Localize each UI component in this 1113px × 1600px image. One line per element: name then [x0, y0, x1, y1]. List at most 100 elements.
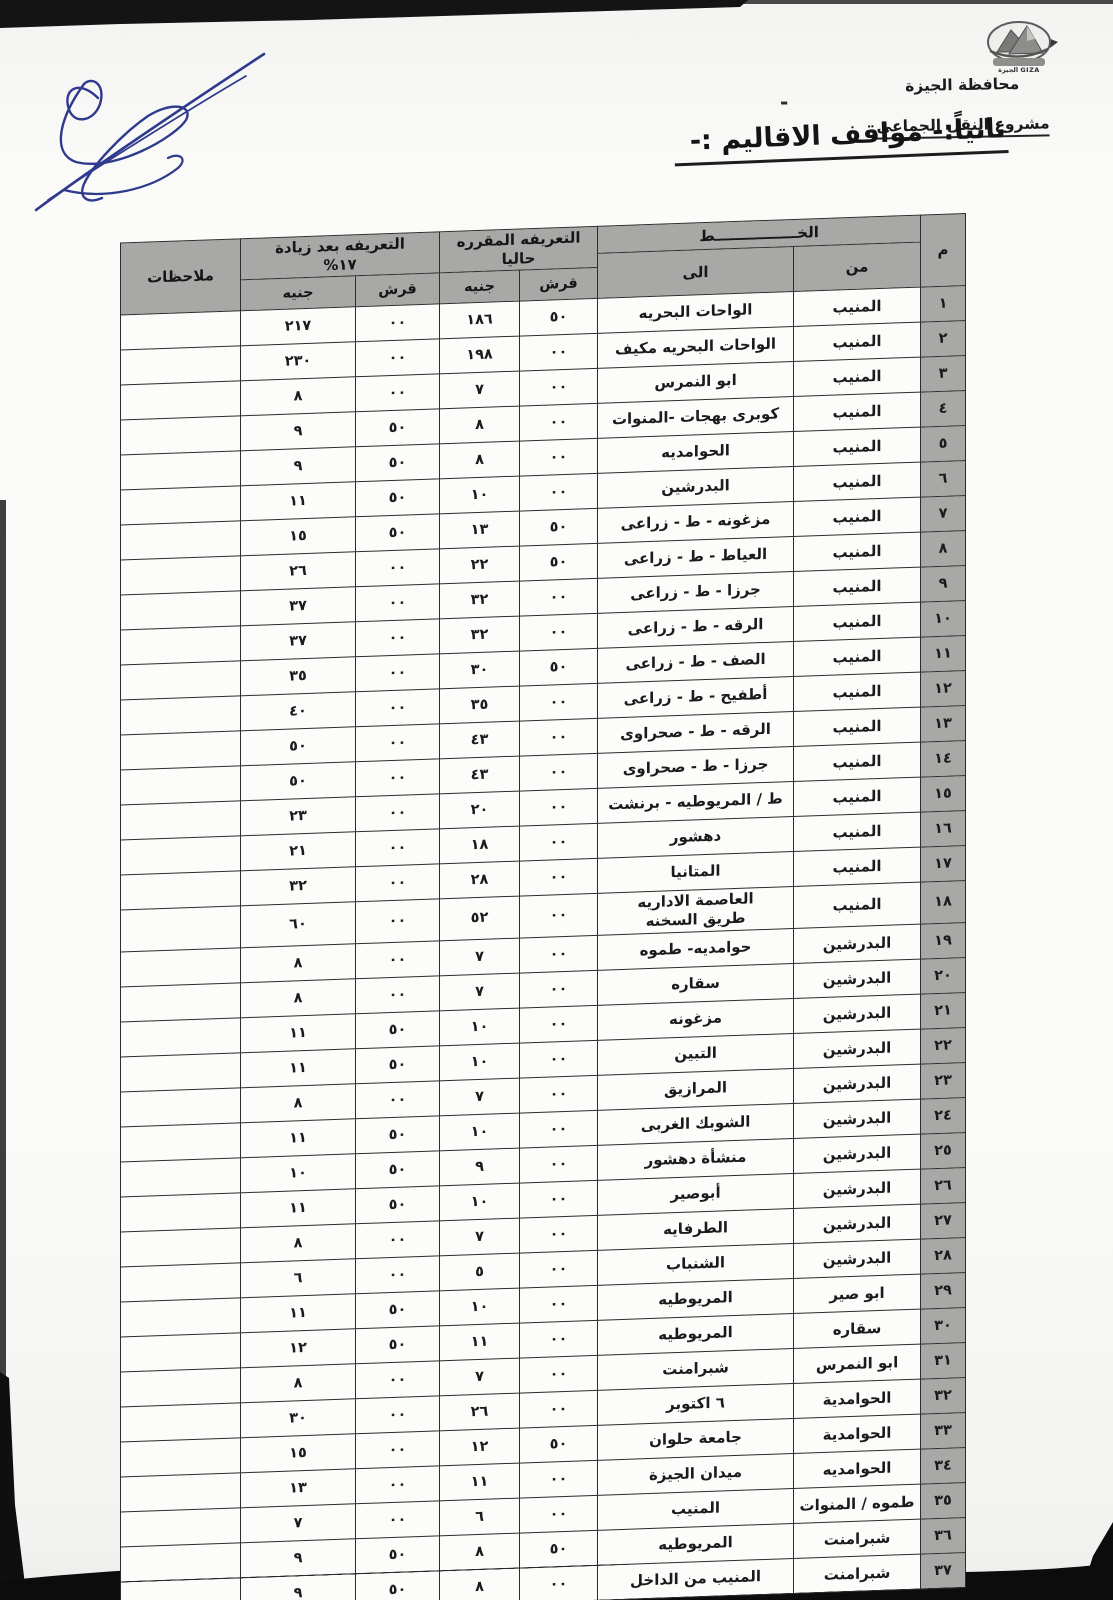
- row-number-cell: ١٥: [920, 774, 966, 812]
- increased-qirsh-cell: ٥٠: [355, 1290, 440, 1329]
- from-cell: المنيب: [793, 706, 921, 746]
- from-cell: المنيب: [793, 601, 921, 641]
- row-number-cell: ٤: [920, 389, 966, 427]
- row-number-cell: ٧: [920, 494, 966, 532]
- from-cell: المنيب: [793, 741, 921, 781]
- current-qirsh-cell: ٥٠: [519, 542, 598, 581]
- current-qirsh-cell: ٠٠: [519, 1389, 598, 1428]
- increased-genih-cell: ٩: [240, 1538, 356, 1578]
- notes-cell: [120, 380, 241, 420]
- current-genih-cell: ٨: [439, 1532, 520, 1571]
- row-number-cell: ٣٧: [920, 1551, 966, 1589]
- increased-qirsh-cell: ٥٠: [355, 1150, 440, 1189]
- current-qirsh-cell: ٠٠: [519, 612, 598, 651]
- notes-cell: [120, 415, 241, 455]
- from-cell: ابو صير: [793, 1273, 921, 1313]
- from-cell: المنيب: [793, 846, 921, 886]
- from-cell: شبرامنت: [793, 1553, 921, 1593]
- from-cell: المنيب: [793, 391, 921, 431]
- notes-cell: [120, 450, 241, 490]
- current-genih-cell: ١٠: [439, 475, 520, 514]
- current-qirsh-cell: ٠٠: [519, 752, 598, 791]
- current-qirsh-cell: ٠٠: [519, 787, 598, 826]
- current-qirsh-cell: ٠٠: [519, 857, 598, 896]
- increased-genih-cell: ١١: [240, 1013, 356, 1053]
- current-genih-cell: ٨: [439, 405, 520, 444]
- increased-qirsh-cell: ٠٠: [355, 863, 440, 902]
- current-genih-cell: ٧: [439, 937, 520, 976]
- row-number-cell: ١٧: [920, 844, 966, 882]
- current-genih-cell: ٢٨: [439, 860, 520, 899]
- from-cell: المنيب: [793, 776, 921, 816]
- from-cell: المنيب: [793, 461, 921, 501]
- row-number-cell: ٣٠: [920, 1306, 966, 1344]
- notes-cell: [120, 870, 241, 910]
- increased-qirsh-cell: ٥٠: [355, 1010, 440, 1049]
- current-genih-cell: ١٨: [439, 825, 520, 864]
- increased-qirsh-cell: ٠٠: [355, 1430, 440, 1469]
- current-qirsh-cell: ٠٠: [519, 969, 598, 1008]
- increased-genih-cell: ٦٠: [240, 901, 356, 948]
- current-genih-cell: ١٣: [439, 510, 520, 549]
- logo-block: الجيزة GIZA: [983, 20, 1055, 74]
- current-genih-cell: ٣٢: [439, 615, 520, 654]
- increased-genih-cell: ٢١٧: [240, 306, 356, 346]
- row-number-cell: ٢٧: [920, 1201, 966, 1239]
- notes-cell: [120, 947, 241, 987]
- increased-genih-cell: ٨: [240, 943, 356, 983]
- row-number-cell: ١٤: [920, 739, 966, 777]
- current-qirsh-cell: ٠٠: [519, 1354, 598, 1393]
- from-cell: البدرشين: [793, 923, 921, 963]
- current-qirsh-cell: ٠٠: [519, 472, 598, 511]
- current-qirsh-cell: ٠٠: [519, 1109, 598, 1148]
- from-cell: المنيب: [793, 636, 921, 676]
- increased-qirsh-cell: ٠٠: [355, 1360, 440, 1399]
- notes-cell: [120, 485, 241, 525]
- notes-cell: [120, 1437, 241, 1477]
- from-cell: البدرشين: [793, 1098, 921, 1138]
- increased-genih-cell: ٢٣: [240, 796, 356, 836]
- increased-genih-cell: ١١: [240, 1048, 356, 1088]
- fare-table: م الخــــــــــــــــط التعريفه المقرره …: [120, 213, 966, 1600]
- header-from: من: [793, 242, 921, 291]
- notes-cell: [120, 1017, 241, 1057]
- from-cell: طموه / المنوات: [793, 1483, 921, 1523]
- notes-cell: [120, 730, 241, 770]
- current-qirsh-cell: ٠٠: [519, 822, 598, 861]
- increased-qirsh-cell: ٠٠: [355, 1395, 440, 1434]
- current-qirsh-cell: ٠٠: [519, 1074, 598, 1113]
- from-cell: المنيب: [793, 286, 921, 326]
- increased-qirsh-cell: ٥٠: [355, 478, 440, 517]
- increased-qirsh-cell: ٠٠: [355, 1255, 440, 1294]
- notes-cell: [120, 1122, 241, 1162]
- current-qirsh-cell: ٠٠: [519, 934, 598, 973]
- notes-cell: [120, 695, 241, 735]
- header-current-genih: جنيه: [439, 269, 520, 304]
- section-title: ثانياً:- مواقف الاقاليم :-: [673, 113, 1009, 167]
- current-genih-cell: ٥: [439, 1252, 520, 1291]
- current-genih-cell: ١٩٨: [439, 335, 520, 374]
- row-number-cell: ٨: [920, 529, 966, 567]
- increased-genih-cell: ٦: [240, 1258, 356, 1298]
- current-qirsh-cell: ٠٠: [519, 1284, 598, 1323]
- header-current-qirsh: قرش: [519, 266, 598, 301]
- increased-genih-cell: ٢٣٠: [240, 341, 356, 381]
- from-cell: البدرشين: [793, 1203, 921, 1243]
- margin-dash-mark: -: [780, 90, 789, 114]
- notes-cell: [120, 1297, 241, 1337]
- current-genih-cell: ٧: [439, 1357, 520, 1396]
- current-qirsh-cell: ٠٠: [519, 1319, 598, 1358]
- row-number-cell: ٢: [920, 319, 966, 357]
- row-number-cell: ١٢: [920, 669, 966, 707]
- increased-genih-cell: ٢٦: [240, 551, 356, 591]
- increased-qirsh-cell: ٠٠: [355, 303, 440, 342]
- current-genih-cell: ١١: [439, 1322, 520, 1361]
- row-number-cell: ٣١: [920, 1341, 966, 1379]
- current-qirsh-cell: ٠٠: [519, 1249, 598, 1288]
- current-qirsh-cell: ٠٠: [519, 1459, 598, 1498]
- increased-genih-cell: ١٠: [240, 1153, 356, 1193]
- notes-cell: [120, 1227, 241, 1267]
- notes-cell: [120, 800, 241, 840]
- row-number-cell: ٣: [920, 354, 966, 392]
- from-cell: البدرشين: [793, 1063, 921, 1103]
